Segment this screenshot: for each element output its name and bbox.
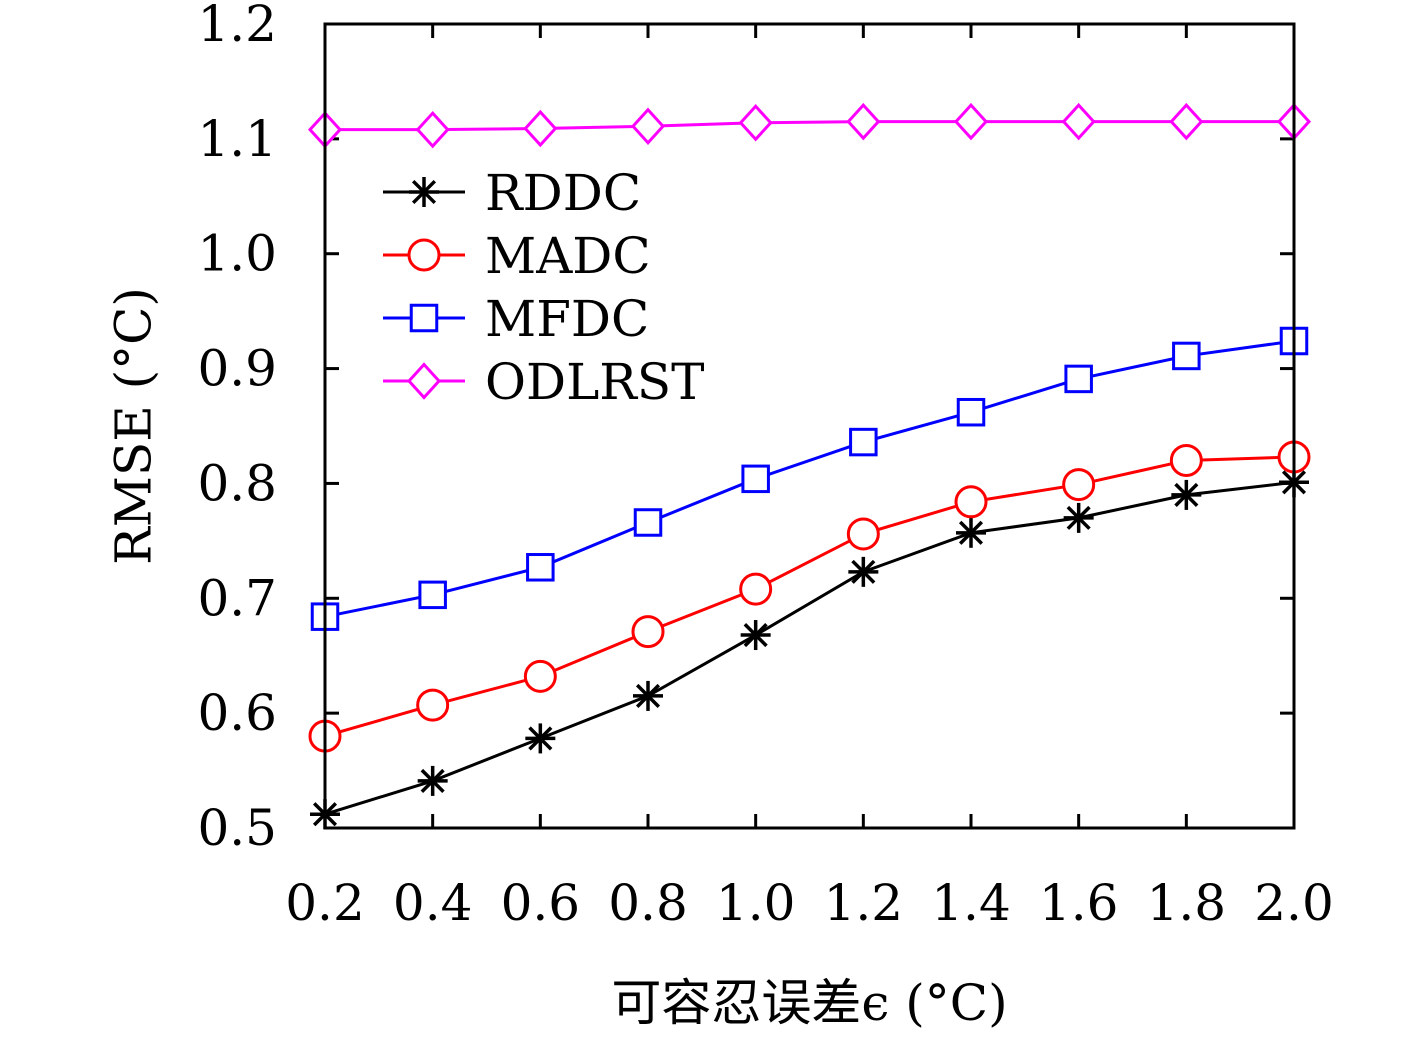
data-point-odlrst (846, 102, 881, 141)
y-tick-label: 0.8 (197, 454, 277, 512)
legend-label: ODLRST (485, 353, 705, 411)
x-tick-label: 0.8 (608, 874, 688, 932)
legend-marker (407, 238, 441, 272)
series-odlrst (307, 102, 1312, 149)
legend-label: MFDC (485, 290, 649, 348)
data-point-rddc (525, 723, 556, 754)
data-point-madc (739, 572, 773, 606)
series-line-rddc (324, 480, 1295, 816)
y-tick-label: 0.5 (197, 799, 277, 857)
series-madc (308, 440, 1311, 753)
series-layer (307, 102, 1312, 830)
legend-item-mfdc: MFDC (383, 290, 649, 348)
legend-marker (409, 177, 439, 207)
series-line-odlrst (325, 120, 1294, 132)
data-point-odlrst (1169, 102, 1204, 141)
y-tick-label: 0.9 (197, 340, 277, 398)
data-point-mfdc (849, 427, 878, 457)
series-rddc (310, 467, 1309, 830)
legend-item-odlrst: ODLRST (383, 353, 705, 411)
data-point-mfdc (956, 397, 986, 427)
series-mfdc (310, 326, 1309, 631)
x-tick-label: 1.4 (931, 874, 1011, 932)
data-point-madc (1062, 468, 1096, 502)
legend-marker (409, 303, 439, 333)
data-point-odlrst (953, 102, 989, 141)
data-point-odlrst (523, 109, 558, 148)
data-point-rddc (848, 556, 879, 587)
y-axis-ticks: 0.5 0.6 0.7 0.8 0.9 1.0 1.1 1.2 (197, 0, 1294, 857)
x-tick-label: 2.0 (1254, 874, 1334, 932)
data-point-rddc (1171, 479, 1202, 510)
data-point-madc (631, 615, 665, 649)
y-tick-label: 1.1 (197, 110, 277, 168)
legend-marker (406, 362, 442, 400)
data-point-odlrst (630, 107, 666, 145)
data-point-odlrst (1061, 102, 1096, 141)
data-point-mfdc (633, 508, 663, 537)
legend-item-rddc: RDDC (383, 164, 641, 222)
legend-item-madc: MADC (383, 227, 651, 285)
data-point-mfdc (1172, 341, 1201, 371)
y-tick-label: 1.0 (197, 225, 277, 283)
series-line-madc (324, 455, 1295, 738)
data-point-madc (846, 517, 880, 551)
data-point-madc (523, 659, 557, 693)
x-tick-label: 1.2 (824, 874, 904, 932)
data-point-mfdc (526, 553, 555, 582)
x-tick-label: 0.2 (285, 874, 365, 932)
x-tick-label: 1.6 (1039, 874, 1119, 932)
x-tick-label: 1.8 (1147, 874, 1227, 932)
x-tick-label: 0.4 (393, 874, 473, 932)
data-point-mfdc (1064, 364, 1093, 394)
data-point-madc (954, 485, 988, 519)
x-axis-ticks: 0.2 0.4 0.6 0.8 1.0 1.2 1.4 1.6 1.8 2.0 (285, 24, 1334, 932)
data-point-rddc (956, 517, 986, 548)
data-point-odlrst (738, 104, 773, 142)
plot-frame (323, 22, 1296, 830)
y-tick-label: 1.2 (197, 0, 277, 53)
x-axis-title: 可容忍误差ϵ (°C) (611, 974, 1007, 1032)
y-tick-label: 0.7 (197, 569, 277, 627)
data-point-rddc (1063, 502, 1094, 533)
data-point-odlrst (415, 110, 450, 149)
y-tick-label: 0.6 (197, 684, 277, 742)
y-axis-title: RMSE (°C) (105, 287, 163, 565)
data-point-madc (1169, 443, 1203, 477)
x-tick-label: 0.6 (501, 874, 581, 932)
data-point-mfdc (418, 580, 447, 610)
data-point-rddc (740, 620, 771, 651)
data-point-rddc (417, 765, 448, 796)
series-line-mfdc (324, 339, 1295, 619)
legend-label: RDDC (485, 164, 641, 222)
data-point-madc (416, 688, 450, 722)
x-tick-label: 1.0 (716, 874, 796, 932)
data-point-rddc (633, 680, 663, 711)
legend-label: MADC (485, 227, 651, 285)
data-point-mfdc (741, 464, 770, 494)
